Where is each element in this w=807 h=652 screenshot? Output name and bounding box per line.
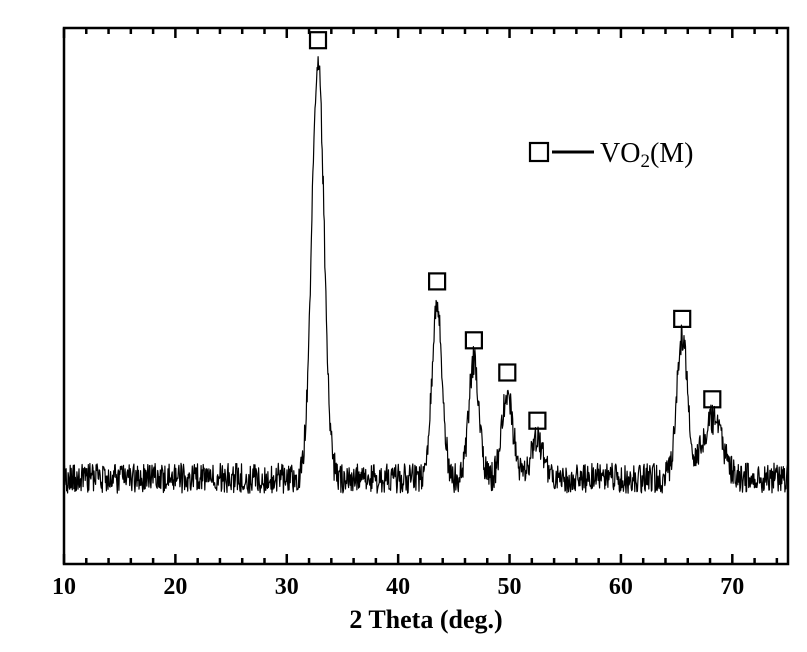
xrd-chart: 102030405060702 Theta (deg.)VO2(M) [0, 0, 807, 652]
x-tick-label: 70 [720, 574, 744, 600]
x-axis-label: 2 Theta (deg.) [349, 605, 502, 634]
x-tick-label: 20 [163, 574, 187, 600]
x-tick-label: 30 [275, 574, 299, 600]
x-tick-label: 10 [52, 574, 76, 600]
chart-svg: 102030405060702 Theta (deg.)VO2(M) [0, 0, 807, 652]
x-tick-label: 40 [386, 574, 410, 600]
x-tick-label: 50 [498, 574, 522, 600]
x-tick-label: 60 [609, 574, 633, 600]
